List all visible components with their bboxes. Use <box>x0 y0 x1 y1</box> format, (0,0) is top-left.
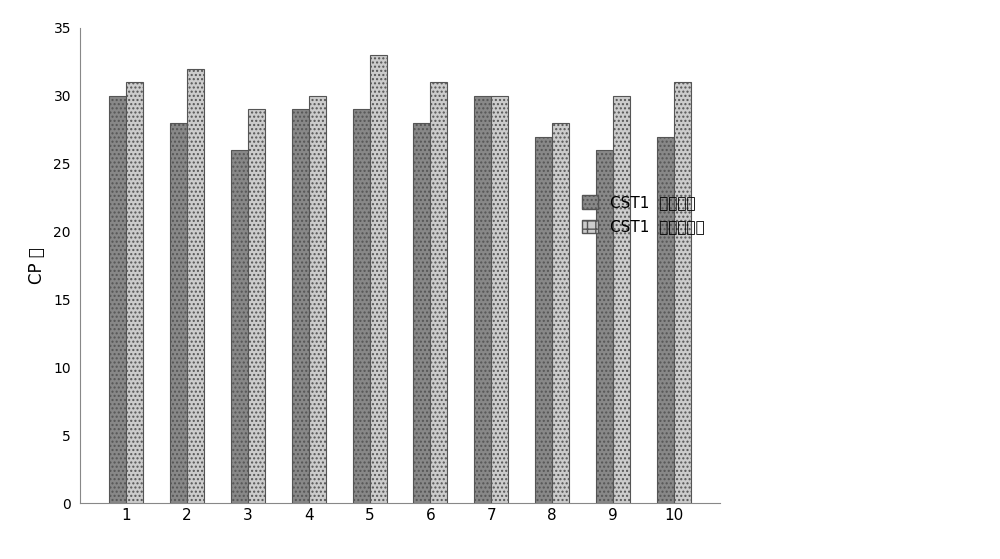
Bar <box>170 123 187 503</box>
Bar <box>370 55 387 503</box>
Bar <box>292 110 309 503</box>
Bar <box>535 136 552 503</box>
Bar <box>491 96 508 503</box>
Bar <box>231 150 248 503</box>
Bar <box>657 136 674 503</box>
Bar <box>187 69 204 503</box>
Bar <box>674 82 691 503</box>
Bar <box>248 110 265 503</box>
Bar <box>353 110 370 503</box>
Bar <box>126 82 143 503</box>
Bar <box>474 96 491 503</box>
Bar <box>613 96 630 503</box>
Bar <box>309 96 326 503</box>
Bar <box>596 150 613 503</box>
Bar <box>109 96 126 503</box>
Bar <box>552 123 569 503</box>
Y-axis label: CP 値: CP 値 <box>28 247 46 284</box>
Legend: CST1  特异探针, CST1  非特异探针: CST1 特异探针, CST1 非特异探针 <box>575 188 712 242</box>
Bar <box>413 123 430 503</box>
Bar <box>430 82 447 503</box>
